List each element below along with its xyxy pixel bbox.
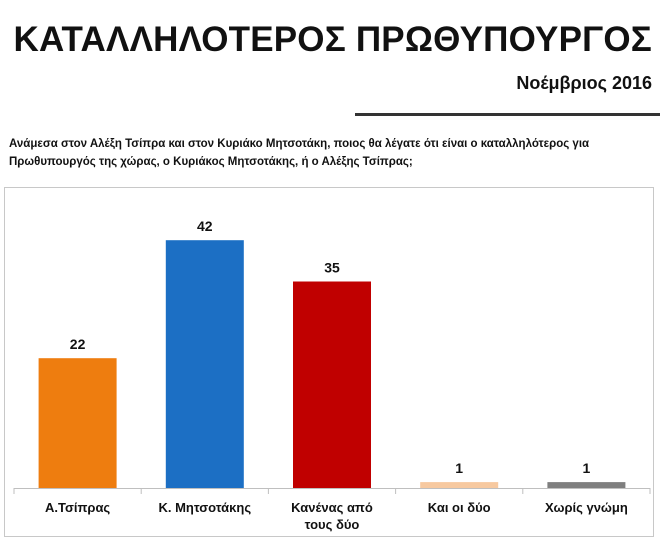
data-label: 22 (70, 336, 86, 352)
category-label: Κ. Μητσοτάκης (158, 500, 251, 515)
category-label: τους δύο (305, 517, 360, 532)
data-label: 1 (455, 460, 463, 476)
category-label: Και οι δύο (428, 500, 491, 515)
data-label: 35 (324, 260, 340, 276)
category-label: Α.Τσίπρας (45, 500, 110, 515)
data-label: 42 (197, 218, 213, 234)
category-label: Κανένας από (291, 500, 373, 515)
category-label: Χωρίς γνώμη (545, 500, 628, 515)
chart-date: Νοέμβριος 2016 (516, 73, 652, 93)
survey-question: Ανάμεσα στον Αλέξη Τσίπρα και στον Κυριά… (9, 138, 590, 168)
bar (165, 240, 244, 488)
data-label: 1 (583, 460, 591, 476)
chart-frame (4, 187, 654, 537)
header-divider (355, 113, 660, 116)
chart-title: ΚΑΤΑΛΛΗΛΟΤΕΡΟΣ ΠΡΩΘΥΠΟΥΡΓΟΣ (13, 20, 652, 59)
bar (293, 281, 371, 488)
bar (38, 358, 117, 488)
bar (547, 482, 626, 488)
bar (420, 482, 499, 488)
